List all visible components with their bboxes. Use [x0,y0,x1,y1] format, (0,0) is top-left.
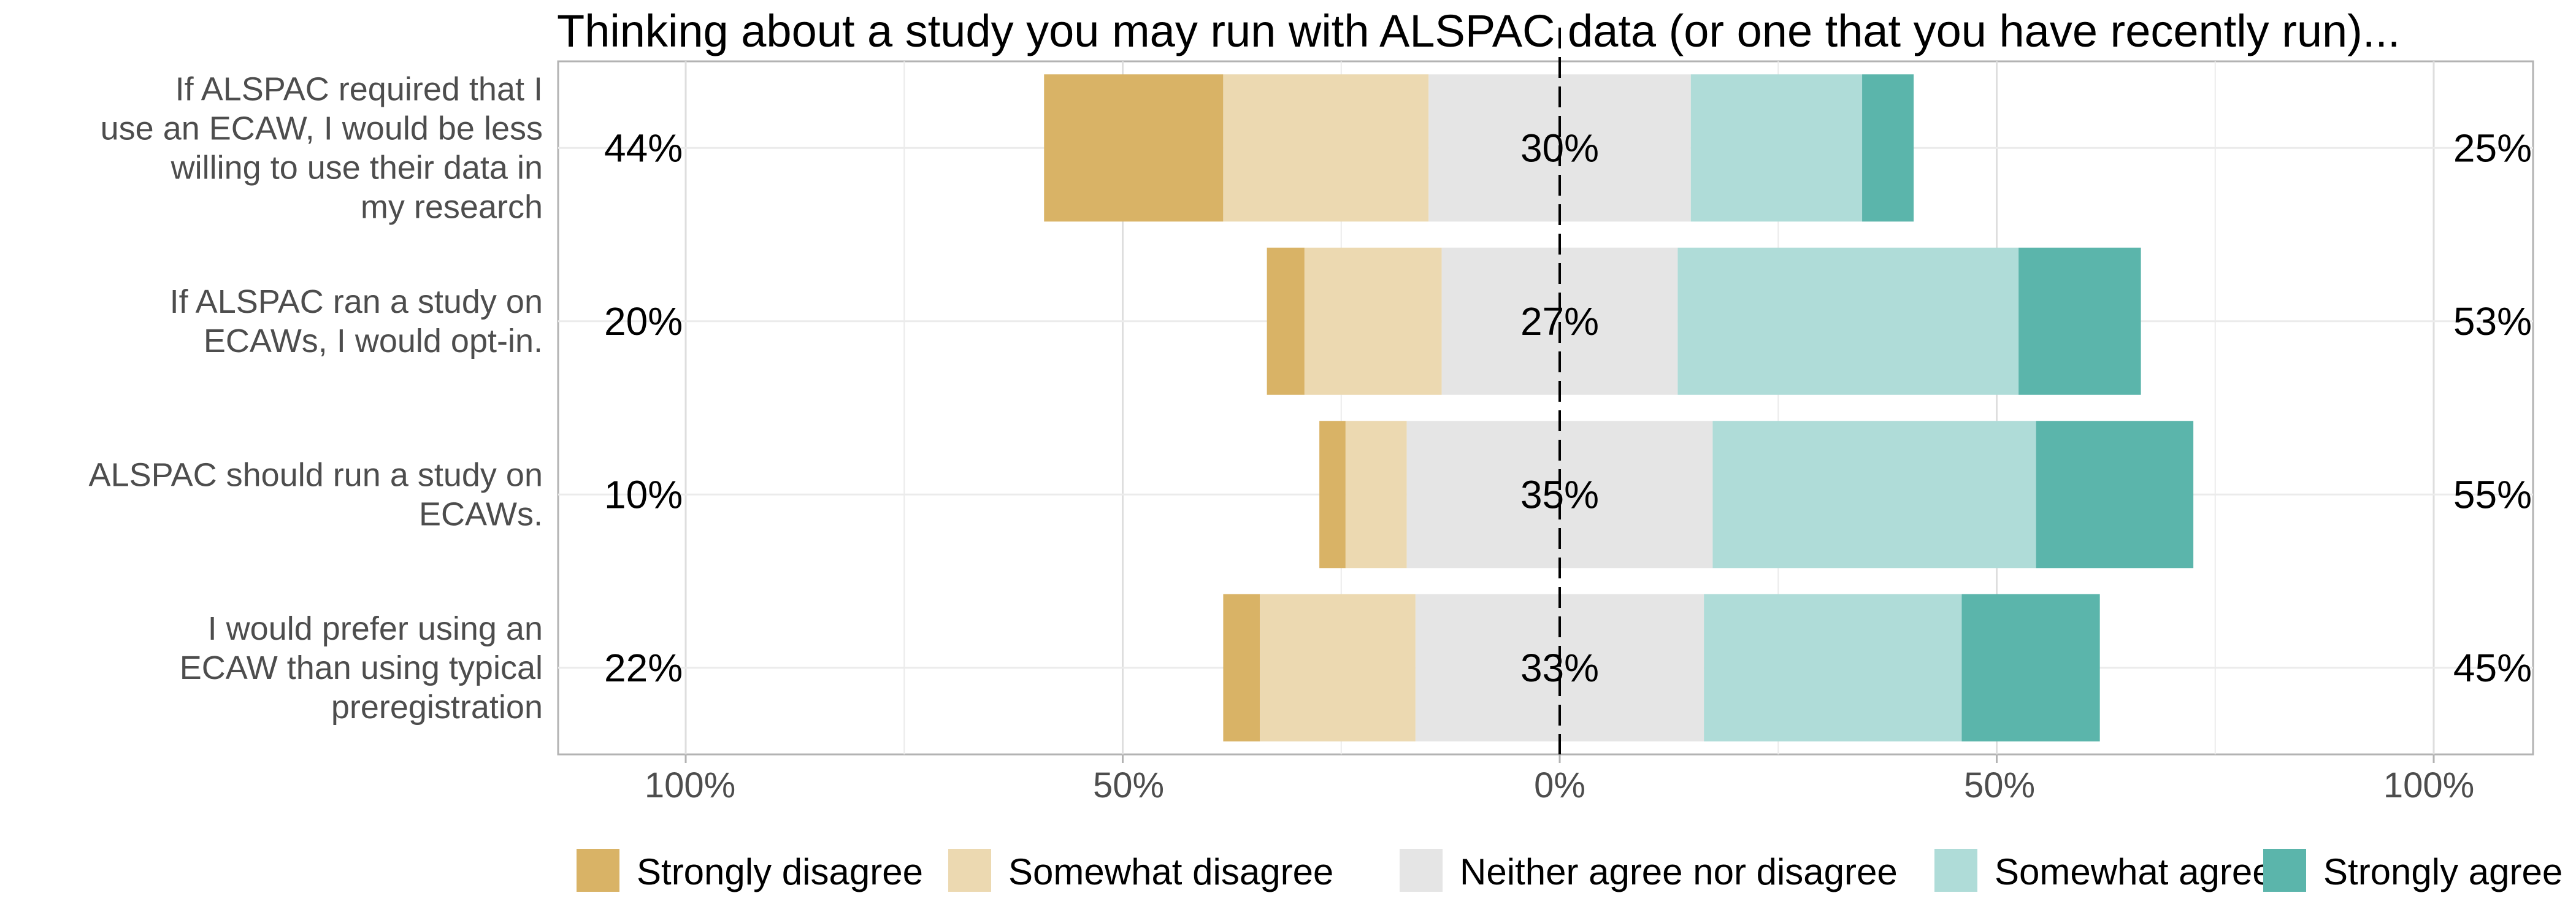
category-label: I would prefer using an [208,610,543,647]
legend-swatch-1 [577,849,619,892]
legend-swatch-2 [948,849,991,892]
bar-segment-5 [2036,421,2194,569]
center-percent-label: 33% [1520,646,1599,690]
right-percent-label: 53% [2453,299,2532,343]
category-label: If ALSPAC required that I [175,71,543,107]
category-label: willing to use their data in [171,149,543,186]
right-percent-label: 25% [2453,126,2532,170]
category-label: ALSPAC should run a study on [89,456,543,493]
bar-segment-2 [1345,421,1407,569]
left-percent-label: 10% [604,472,683,516]
right-percent-label: 55% [2453,472,2532,516]
legend-swatch-3 [1400,849,1443,892]
legend: Strongly disagree Somewhat disagree Neithe… [577,849,2563,892]
bar-segment-1 [1044,74,1224,222]
bar-segment-4 [1677,247,2019,395]
legend-swatch-4 [1934,849,1977,892]
category-label: my research [361,188,543,225]
bar-segment-4 [1712,421,2036,569]
bar-segment-4 [1690,74,1863,222]
bar-segment-2 [1223,74,1429,222]
bar-segment-5 [2018,247,2141,395]
bar-segment-5 [1862,74,1914,222]
category-label: ECAWs. [419,496,543,532]
bar-segment-1 [1319,421,1346,569]
chart-title: Thinking about a study you may run with … [557,6,2401,56]
legend-label-2: Somewhat disagree [1008,851,1333,892]
category-label: ECAW than using typical [180,650,543,686]
bar-segment-1 [1223,594,1260,742]
left-percent-label: 44% [604,126,683,170]
category-label: ECAWs, I would opt-in. [204,323,543,359]
x-tick-label: 100% [645,765,735,805]
bar-segment-2 [1260,594,1416,742]
x-tick-label: 0% [1534,765,1585,805]
legend-swatch-5 [2263,849,2306,892]
left-percent-label: 20% [604,299,683,343]
x-tick-label: 50% [1964,765,2035,805]
x-tick-label: 100% [2383,765,2474,805]
legend-label-1: Strongly disagree [637,851,923,892]
category-label: If ALSPAC ran a study on [170,283,543,320]
x-tick-label: 50% [1093,765,1164,805]
bars-layer [1044,28,2194,754]
bar-segment-5 [1961,594,2100,742]
labels-layer: 44% 30% 25% 20% 27% 53% 10% 35% 55% 22% 33% 45% If A… [89,71,2532,805]
center-percent-label: 35% [1520,472,1599,516]
center-percent-label: 27% [1520,299,1599,343]
bar-segment-1 [1267,247,1305,395]
legend-label-5: Strongly agree [2323,851,2563,892]
center-percent-label: 30% [1520,126,1599,170]
legend-label-4: Somewhat agree [1995,851,2273,892]
bar-segment-2 [1304,247,1442,395]
left-percent-label: 22% [604,646,683,690]
category-label: preregistration [331,689,543,726]
category-label: use an ECAW, I would be less [101,110,543,147]
legend-label-3: Neither agree nor disagree [1460,851,1898,892]
bar-segment-4 [1704,594,1962,742]
right-percent-label: 45% [2453,646,2532,690]
